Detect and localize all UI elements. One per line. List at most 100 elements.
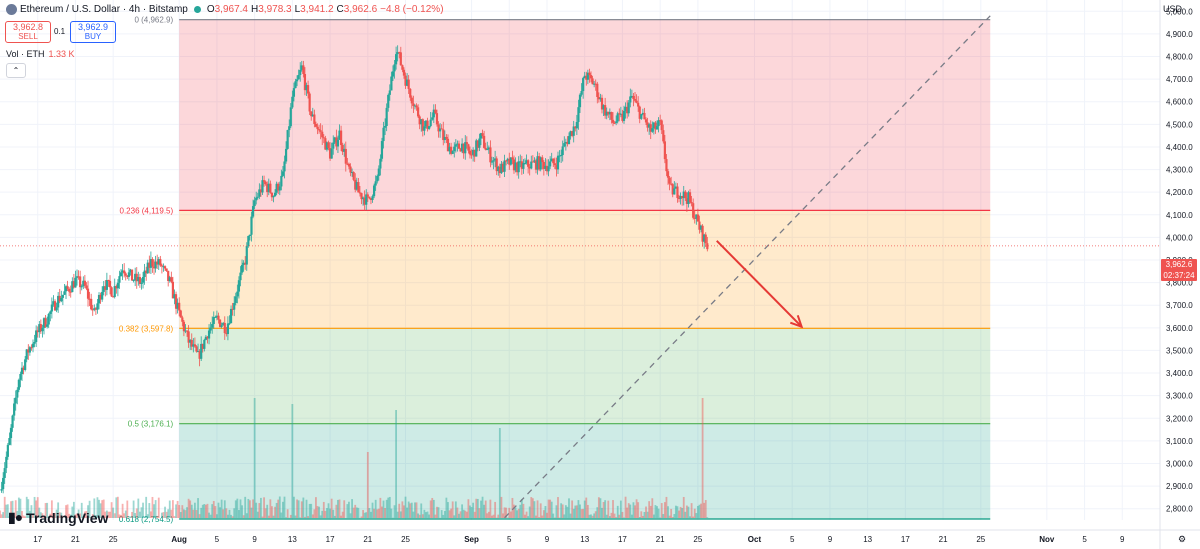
candle-body [602,105,605,110]
volume-bar [28,510,31,518]
volume-bar [311,514,314,518]
candle-body [633,99,637,101]
volume-bar [681,507,684,518]
candle-body [61,294,64,298]
volume-bar [249,500,251,518]
candle-body [157,259,160,265]
candle-body [523,163,527,165]
candle-body [266,184,269,193]
volume-bar [88,500,91,518]
volume-bar [483,504,486,518]
candle-body [701,225,704,242]
volume-bar [654,505,657,518]
candle-body [50,304,53,312]
candle-body [102,286,105,292]
candle-body [322,137,325,139]
candle-body [185,330,189,332]
candle-body [247,235,250,246]
volume-bar [569,513,572,518]
candle-body [417,107,420,117]
candle-body [379,158,382,169]
volume-bar [50,500,53,518]
currency-label[interactable]: USD [1163,4,1183,14]
volume-bar [337,499,339,518]
candle-body [234,296,237,303]
volume-bar [261,516,264,518]
candle-body [258,189,261,197]
candle-body [652,122,655,129]
volume-bar [332,509,335,518]
candle-body [644,119,648,123]
candle-body [406,79,409,86]
settings-icon[interactable]: ⚙ [1178,534,1187,544]
candle-body [229,308,233,324]
volume-bar [357,507,360,518]
time-axis[interactable]: 17 21 25 Aug 5 9 13 17 21 25 Sep 5 9 13 17 21 25 Oct 5 9 13 1… [0,529,1200,544]
price-axis[interactable]: 2,800.0 2,900.0 3,000.0 3,100.0 3,200.0 3,300… [1159,0,1193,549]
symbol-title[interactable]: Ethereum / U.S. Dollar · 4h · Bitstamp [20,3,188,15]
volume-bar [102,499,105,518]
volume-bar [308,503,311,518]
volume-bar [14,500,17,518]
volume-bar [156,515,159,518]
volume-bar [87,505,89,518]
volume-bar [678,510,680,518]
volume-bar [684,511,687,518]
volume-bar [428,514,431,518]
candle-body [692,203,695,218]
candle-body [654,122,657,130]
time-tick-label: 5 [215,535,220,544]
volume-bar [604,500,607,518]
volume-bar [662,514,665,518]
volume-bar [321,510,324,518]
volume-bar [557,497,559,518]
volume-bar [401,501,404,518]
candle-body [289,107,292,127]
volume-bar [395,410,397,518]
volume-bar [8,516,11,518]
sell-button[interactable]: 3,962.8 SELL [5,21,51,43]
chevron-up-icon[interactable]: ⌃ [6,63,26,78]
volume-bar [143,516,146,518]
candle-body [327,142,330,149]
candle-body [277,183,280,191]
volume-bar [283,496,286,518]
volume-bar [434,514,437,518]
candle-body [440,128,443,130]
trend-line[interactable] [0,15,1160,519]
volume-bar [407,501,410,518]
candle-body [371,196,374,201]
volume-bar [450,508,453,518]
candle-body [60,297,63,302]
volume-bar [220,499,223,518]
volume-bar [149,511,152,518]
volume-bar [302,497,305,518]
candle-body [494,158,497,161]
volume-bar [615,517,618,518]
volume-bar [192,509,195,518]
volume-bar [605,514,608,518]
volume-bar [629,504,632,518]
projection-arrow[interactable] [716,240,804,329]
volume-bar [16,510,19,518]
volume-bar [481,496,484,518]
candle-body [542,161,545,169]
volume-bar [486,513,489,518]
candle-body [162,266,165,268]
price-tick-label: 3,300.0 [1166,392,1193,401]
candle-body [261,180,264,193]
volume-bar [671,517,674,518]
current-price: 3,962.6 [1165,260,1193,269]
volume-bar [685,505,688,518]
volume-bar [527,516,530,518]
fib-retracement[interactable]: 0 (4,962.9) 0.236 (4,119.5) 0.382 (3,597.8… [119,16,991,524]
volume-bar [533,501,536,518]
candle-body [391,71,395,77]
candle-body [512,159,516,171]
volume-bar [571,500,574,518]
volume-bar [313,509,316,518]
volume-bar [25,496,28,518]
buy-button[interactable]: 3,962.9 BUY [70,21,116,43]
volume-bar [6,504,9,518]
